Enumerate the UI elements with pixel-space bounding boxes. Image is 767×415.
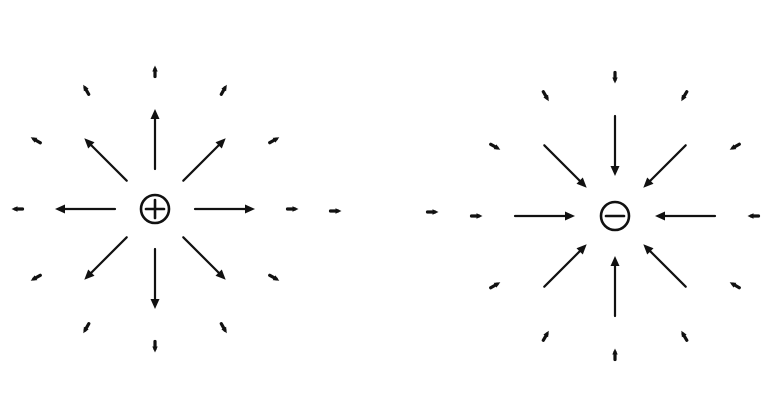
positive-charge-vector-near-up [150,109,160,171]
negative-charge-vector-far-up-left [541,90,549,102]
positive-charge-vector-far-right-head [292,206,299,212]
negative-charge-vector-far-down-head [612,348,618,355]
positive-charge-vector-far-down [152,339,158,353]
positive-charge-vector-far-up-left [83,84,91,96]
positive-charge-vector-near-down-left-shaft [87,236,128,277]
negative-charge-vector-near-right-head [655,211,665,221]
negative-charge-vector-far-right-lower-head [729,282,737,288]
negative-charge-vector-near-down-right [643,244,687,288]
positive-charge-vector-far-down-right-head [221,326,227,334]
positive-charge-vector-near-down [150,247,160,309]
positive-charge-vector-far-right [285,206,299,212]
positive-charge-vector-far-down-head [152,346,158,353]
negative-charge-vector-near-up-left-head [576,177,587,188]
positive-charge-vector-near-up-right-head [215,138,226,149]
positive-charge-vector-far-up-right-head [221,84,227,92]
negative-charge-vector-near-up [610,114,620,176]
negative-charge-vector-near-left [513,211,575,221]
negative-charge-vector-near-up-left [543,144,587,188]
positive-charge-vector-near-down-right-shaft [182,236,223,277]
positive-charge [139,193,171,225]
positive-charge-vector-far-down-left-head [83,326,89,334]
negative-charge-vector-near-up-head [610,166,620,176]
positive-charge-vector-near-up-right-shaft [182,141,223,182]
negative-charge-vector-near-down-left-head [576,244,587,255]
positive-charge-vector-near-up-right [182,138,226,182]
negative-charge-vector-near-down [610,256,620,318]
positive-charge-vector-far-left [11,206,25,212]
positive-charge-vector-far-left-head [11,206,18,212]
negative-charge-vector-near-down-left [543,244,587,288]
negative-charge-vector-near-down-left-shaft [543,247,584,288]
negative-charge-vector-near-up-left-shaft [543,144,584,185]
negative-charge-vector-near-up-right-head [643,177,654,188]
positive-charge-vector-near-up-left-head [84,138,95,149]
negative-charge-vector-far-down [612,348,618,362]
positive-charge-vector-far-right-lower [268,273,280,281]
negative-charge-vector-near-right [655,211,717,221]
positive-charge-vector-near-up-head [150,109,160,119]
negative-charge-vector-far-down-left [541,330,549,342]
negative-charge-vector-far-up-right [681,90,689,102]
positive-charge-vector-far-up-right [219,84,227,96]
midpoint-left-vector [328,208,342,214]
midpoint-right-vector-head [432,209,439,215]
negative-charge-vector-near-up-right-shaft [646,144,687,185]
negative-charge-vector-near-down-head [610,256,620,266]
positive-charge-vector-far-left-upper [30,137,42,145]
positive-charge-vector-near-down-head [150,299,160,309]
positive-charge-vector-far-up [152,65,158,79]
field-vectors [11,65,761,362]
negative-charge-vector-far-down-left-head [543,330,549,338]
positive-charge-vector-far-up-head [152,65,158,72]
negative-charge-vector-far-down-right-head [681,330,687,338]
negative-charge-vector-near-up-right [643,144,687,188]
negative-charge-vector-far-right-upper [729,142,741,150]
midpoint-left-vector-head [335,208,342,214]
positive-charge-vector-near-left [55,204,117,214]
positive-charge-vector-near-up-left-shaft [87,141,128,182]
negative-charge-vector-near-down-right-head [643,244,654,255]
negative-charge-vector-far-left-upper [489,142,501,150]
negative-charge-vector-far-left-head [476,213,483,219]
positive-charge-vector-far-right-upper-head [272,137,280,143]
negative-charge-vector-far-right-lower [729,282,741,290]
positive-charge-vector-far-left-upper-head [30,137,38,143]
negative-charge [599,200,631,232]
positive-charge-vector-far-left-lower [30,273,42,281]
negative-charge-vector-near-down-right-shaft [646,247,687,288]
positive-charge-vector-far-left-lower-head [30,275,38,281]
negative-charge-vector-far-right-upper-head [729,144,737,150]
positive-charge-vector-near-down-left [84,236,128,280]
negative-charge-vector-near-left-head [565,211,575,221]
negative-charge-vector-far-right [747,213,761,219]
negative-charge-vector-far-down-right [681,330,689,342]
negative-charge-vector-far-right-head [747,213,754,219]
positive-charge-vector-near-right [193,204,255,214]
positive-charge-vector-far-up-left-head [83,84,89,92]
negative-charge-vector-far-left-upper-head [493,144,501,150]
positive-charge-vector-far-down-left [83,322,91,334]
negative-charge-vector-far-up [612,70,618,84]
positive-charge-vector-near-down-left-head [84,269,95,280]
midpoint-right-vector [425,209,439,215]
negative-charge-vector-far-up-head [612,77,618,84]
positive-charge-vector-far-right-upper [268,137,280,145]
negative-charge-vector-far-left [469,213,483,219]
positive-charge-vector-near-down-right [182,236,226,280]
positive-charge-vector-near-down-right-head [215,269,226,280]
positive-charge-vector-far-right-lower-head [272,275,280,281]
positive-charge-vector-near-right-head [245,204,255,214]
positive-charge-vector-near-left-head [55,204,65,214]
negative-charge-vector-far-up-left-head [543,94,549,102]
negative-charge-vector-far-left-lower [489,282,501,290]
positive-charge-vector-near-up-left [84,138,128,182]
negative-charge-vector-far-up-right-head [681,94,687,102]
negative-charge-vector-far-left-lower-head [493,282,501,288]
positive-charge-vector-far-down-right [219,322,227,334]
